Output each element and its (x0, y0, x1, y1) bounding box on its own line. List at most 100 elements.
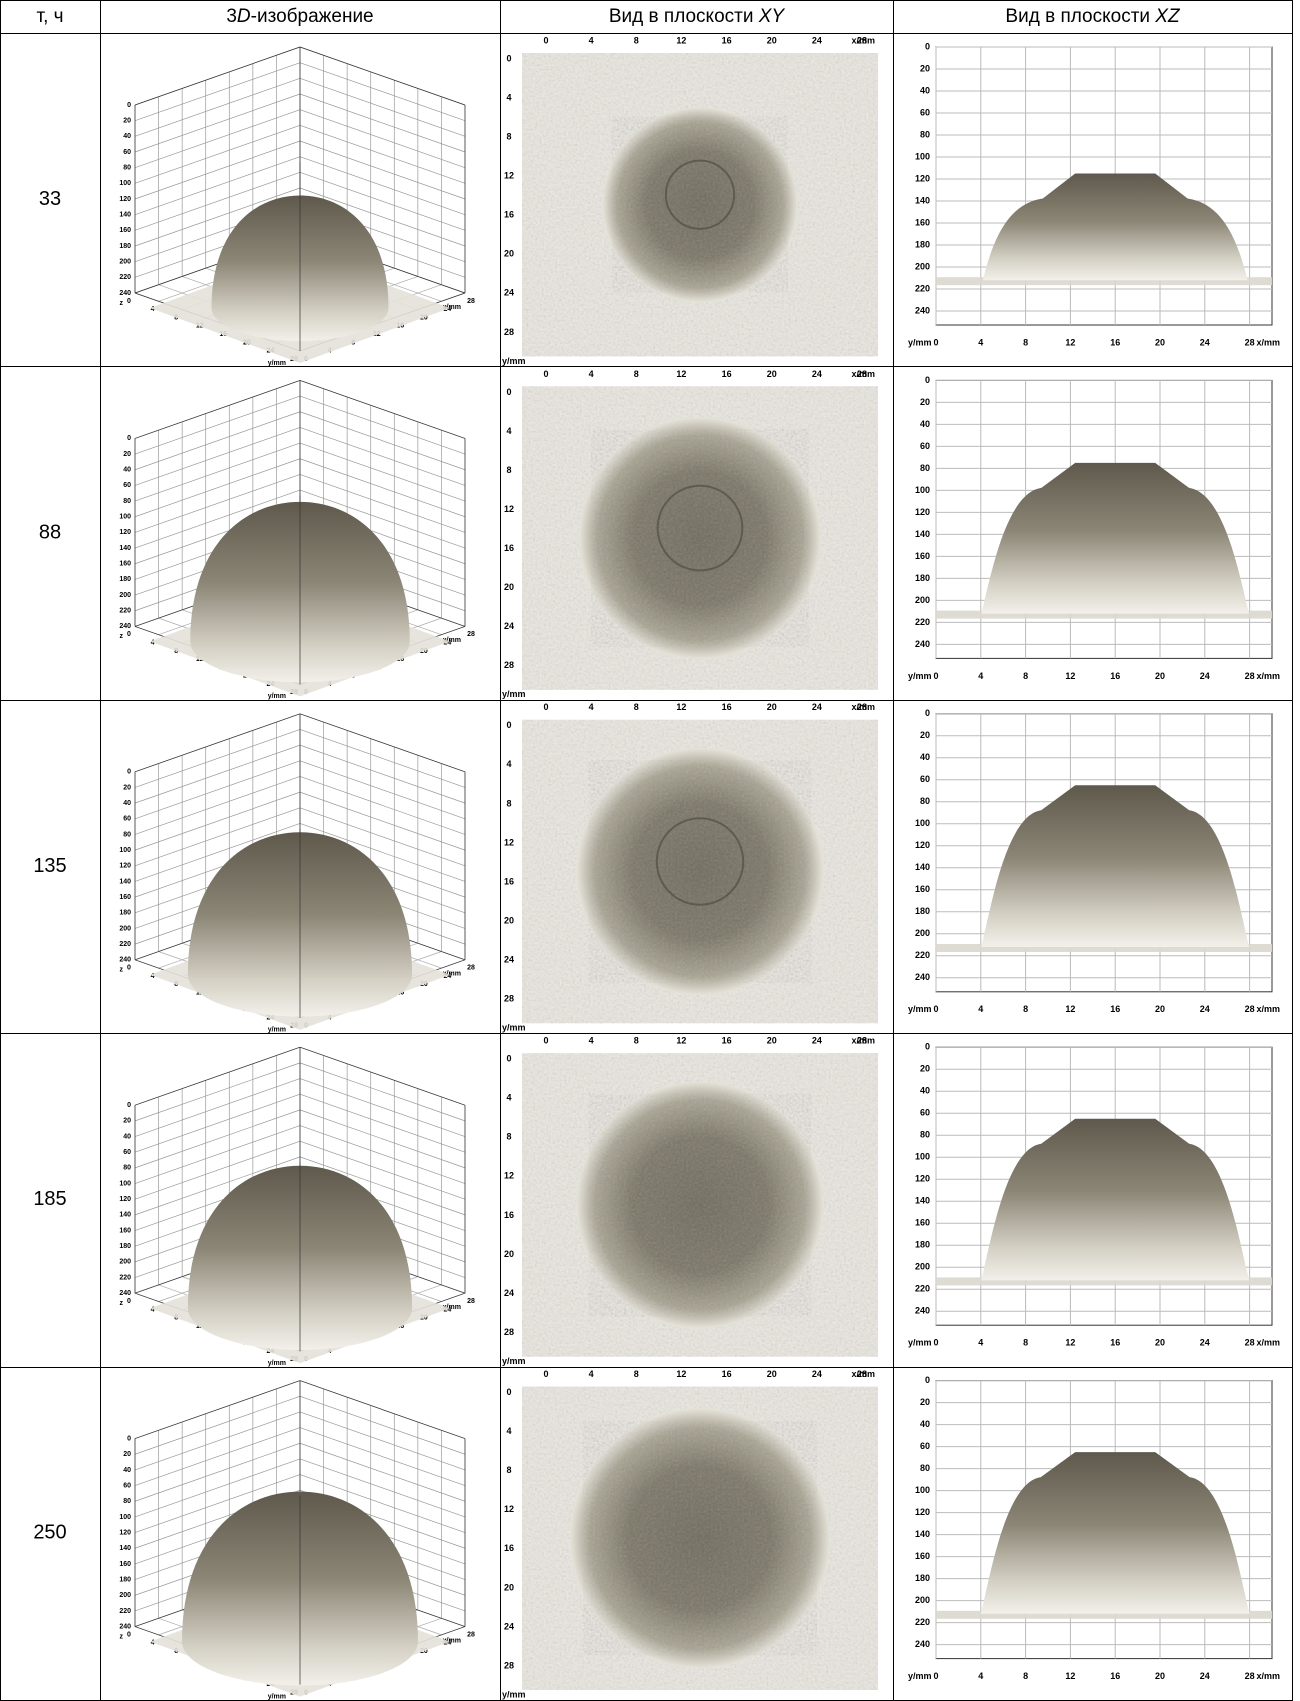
x-axis-label: x/mm (443, 637, 461, 644)
grid-line (134, 78, 301, 137)
z-tick-label: 140 (119, 1545, 131, 1552)
grid-line (299, 1109, 466, 1169)
z-tick-label: 0 (925, 1042, 930, 1052)
grid-line (134, 1078, 301, 1137)
x-tick-label: 28 (467, 298, 475, 305)
z-tick-label: 100 (119, 1180, 131, 1187)
z-tick-label: 20 (123, 118, 131, 125)
y-tick-label: 0 (127, 1298, 131, 1305)
z-tick-label: 120 (119, 529, 131, 536)
x-tick-label: 8 (634, 1369, 639, 1379)
x-tick-label: 28 (857, 702, 867, 712)
x-tick-label: 0 (933, 337, 938, 347)
grid-line (134, 1395, 301, 1455)
y-tick-label: 0 (127, 298, 131, 305)
z-tick-label: 60 (920, 1441, 930, 1451)
x-axis-label: x/mm (443, 304, 461, 311)
grid-line (299, 140, 466, 200)
grid-line (299, 93, 466, 153)
x-tick-label: 8 (634, 35, 639, 45)
z-tick-label: 40 (123, 133, 131, 140)
header-text: 3 (226, 6, 237, 27)
z-tick-label: 20 (920, 1064, 930, 1074)
grid-line (134, 776, 301, 835)
profile-dome (981, 1118, 1250, 1281)
grid-line (299, 1442, 466, 1502)
x-tick-label: 24 (812, 1036, 822, 1046)
z-tick-label: 0 (925, 708, 930, 718)
x-tick-label: 28 (467, 1298, 475, 1305)
box-edge (134, 46, 301, 106)
y-tick-label: 20 (504, 1582, 514, 1592)
grid-line (134, 427, 301, 486)
z-tick-label: 240 (915, 639, 930, 649)
grid-line (299, 1140, 466, 1200)
z-axis-label: z (120, 1300, 124, 1307)
y-axis-label: y/mm (502, 1023, 526, 1033)
y-tick-label: 24 (504, 288, 514, 298)
time-label: 250 (33, 1522, 66, 1544)
x-axis-label: x/mm (1256, 1338, 1280, 1348)
y-tick-label: 0 (506, 720, 511, 730)
x-tick-label: 20 (420, 981, 428, 988)
y-tick-label: 12 (504, 1171, 514, 1181)
grid-line (299, 1125, 466, 1184)
x-tick-label: 16 (722, 1036, 732, 1046)
y-tick-label: 12 (504, 504, 514, 514)
z-tick-label: 40 (920, 419, 930, 429)
x-tick-label: 8 (1023, 1671, 1028, 1681)
grid-line (134, 1156, 301, 1216)
z-tick-label: 80 (920, 1463, 930, 1473)
z-tick-label: 0 (925, 375, 930, 385)
z-tick-label: 100 (915, 485, 930, 495)
y-tick-label: 8 (174, 1648, 178, 1655)
x-tick-label: 24 (812, 35, 822, 45)
z-tick-label: 40 (920, 1419, 930, 1429)
x-tick-label: 12 (676, 1369, 686, 1379)
y-axis-label: y/mm (268, 1693, 286, 1700)
z-tick-label: 220 (915, 617, 930, 627)
z-tick-label: 40 (123, 1133, 131, 1140)
y-tick-label: 4 (506, 759, 511, 769)
grid-line (134, 823, 301, 882)
baseline-surface (936, 1277, 1272, 1286)
grid-line (134, 1125, 301, 1184)
x-tick-label: 20 (767, 35, 777, 45)
inner-ring (655, 817, 745, 906)
y-tick-label: 0 (127, 1631, 131, 1638)
y-tick-label: 8 (174, 1315, 178, 1322)
x-tick-label: 4 (978, 1004, 983, 1014)
grid-line (134, 489, 301, 549)
z-tick-label: 200 (119, 1259, 131, 1266)
z-tick-label: 160 (915, 1551, 930, 1561)
z-tick-label: 140 (915, 1196, 930, 1206)
z-tick-label: 240 (119, 290, 131, 297)
header-cell: Вид в плоскости XZ (1005, 6, 1181, 27)
z-tick-label: 180 (119, 1576, 131, 1583)
x-tick-label: 20 (420, 1648, 428, 1655)
grid-line (299, 823, 466, 882)
inner-ring (664, 159, 736, 230)
x-tick-label: 20 (767, 702, 777, 712)
x-tick-label: 20 (1155, 671, 1165, 681)
z-tick-label: 140 (119, 878, 131, 885)
grid-line (134, 1093, 301, 1153)
z-tick-label: 80 (920, 129, 930, 139)
y-tick-label: 4 (506, 1093, 511, 1103)
grid-line (299, 1062, 466, 1122)
grid-line (299, 474, 466, 533)
time-label: 88 (39, 521, 61, 543)
x-tick-label: 12 (1065, 337, 1075, 347)
x-axis-label: x/mm (443, 971, 461, 978)
z-tick-label: 20 (123, 784, 131, 791)
baseline-surface (936, 1610, 1272, 1619)
x-tick-label: 28 (857, 35, 867, 45)
grid-line (134, 1442, 301, 1502)
z-tick-label: 100 (915, 818, 930, 828)
z-tick-label: 220 (915, 1284, 930, 1294)
z-tick-label: 220 (119, 1274, 131, 1281)
z-tick-label: 180 (119, 910, 131, 917)
grid-line (299, 1093, 466, 1153)
z-tick-label: 240 (915, 972, 930, 982)
